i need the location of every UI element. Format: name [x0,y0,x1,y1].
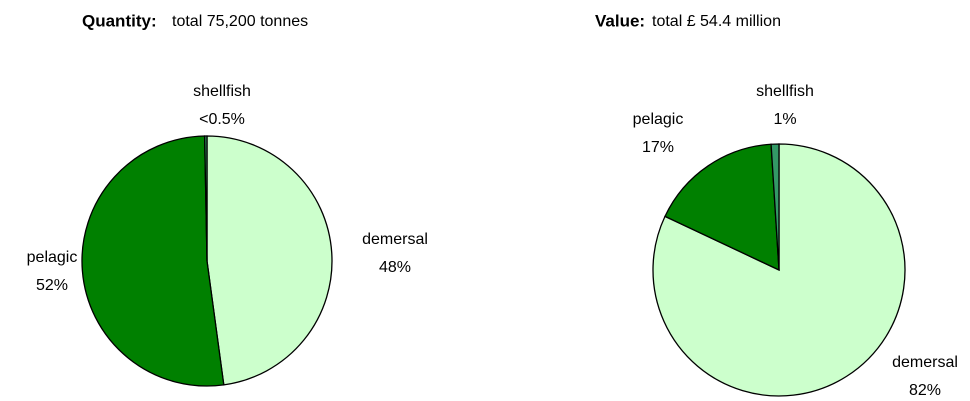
pie-slice [664,143,780,272]
pie-slice [81,135,225,387]
chart-subtitle: total £ 54.4 million [652,13,781,30]
chart-title: Value: [595,11,645,30]
slice-label: shellfish [756,83,814,100]
slice-label: pelagic [633,111,684,128]
slice-value: <0.5% [199,111,245,128]
slice-label: pelagic [27,249,78,266]
slice-value: 48% [379,259,411,276]
slice-value: 82% [909,382,941,399]
chart-title: Quantity: [82,11,157,30]
pie-slice [770,143,780,271]
chart-subtitle: total 75,200 tonnes [172,13,308,30]
slice-label: shellfish [193,83,251,100]
pie-slice [203,135,208,262]
pie-slice [206,135,333,386]
slice-value: 52% [36,277,68,294]
slice-value: 17% [642,139,674,156]
pie-slice [652,143,906,397]
slice-label: demersal [362,231,428,248]
slice-value: 1% [773,111,796,128]
slice-label: demersal [892,354,958,371]
